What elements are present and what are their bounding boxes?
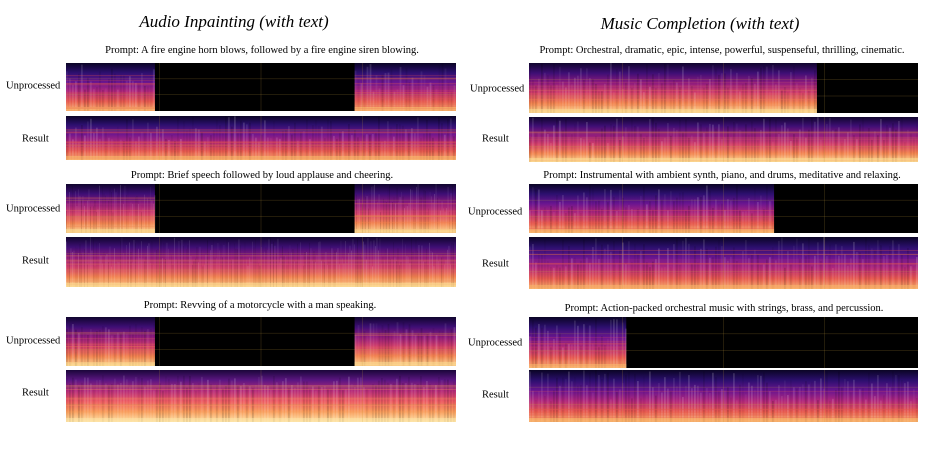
- prompt-text: Prompt: Action-packed orchestral music w…: [564, 303, 884, 314]
- row-label-unprocessed: Unprocessed: [468, 337, 523, 349]
- row-label-unprocessed: Unprocessed: [6, 203, 61, 215]
- spectrogram-energy: [66, 116, 456, 160]
- row-label-result: Result: [482, 389, 509, 401]
- spectrogram-energy: [529, 63, 817, 113]
- row-label-unprocessed: Unprocessed: [6, 80, 61, 92]
- spectrogram-energy: [529, 370, 918, 422]
- row-label-result: Result: [22, 387, 49, 399]
- spectrogram-energy: [529, 237, 918, 289]
- spectrogram-energy: [66, 63, 155, 111]
- spectrogram-energy: [529, 317, 627, 368]
- spectrogram-unprocessed: [529, 63, 918, 113]
- column-title-music-completion: Music Completion (with text): [600, 14, 800, 33]
- spectrogram-energy: [354, 184, 456, 233]
- spectrogram-result: [529, 370, 918, 422]
- spectrogram-energy: [66, 370, 456, 422]
- row-label-result: Result: [22, 133, 49, 145]
- row-label-result: Result: [22, 255, 49, 267]
- spectrogram-energy: [354, 317, 456, 366]
- spectrogram-unprocessed: [66, 317, 456, 366]
- spectrogram-result: [529, 237, 918, 289]
- row-label-unprocessed: Unprocessed: [468, 206, 523, 218]
- spectrogram-energy: [66, 317, 155, 366]
- spectrogram-unprocessed: [66, 184, 456, 233]
- spectrogram-result: [66, 116, 456, 160]
- prompt-text: Prompt: A fire engine horn blows, follow…: [105, 45, 419, 56]
- spectrogram-unprocessed: [529, 317, 918, 368]
- spectrogram-energy: [66, 184, 155, 233]
- prompt-text: Prompt: Brief speech followed by loud ap…: [130, 170, 394, 181]
- prompt-text: Prompt: Orchestral, dramatic, epic, inte…: [539, 45, 905, 56]
- spectrogram-energy: [354, 63, 456, 111]
- spectrogram-energy: [529, 184, 775, 233]
- row-label-result: Result: [482, 258, 509, 270]
- spectrogram-result: [66, 370, 456, 422]
- row-label-result: Result: [482, 133, 509, 145]
- row-label-unprocessed: Unprocessed: [470, 83, 525, 95]
- column-title-audio-inpainting: Audio Inpainting (with text): [139, 12, 329, 31]
- spectrogram-unprocessed: [529, 184, 918, 233]
- row-label-unprocessed: Unprocessed: [6, 335, 61, 347]
- spectrogram-energy: [529, 117, 918, 162]
- spectrogram-result: [66, 237, 456, 287]
- prompt-text: Prompt: Instrumental with ambient synth,…: [543, 170, 901, 181]
- spectrogram-result: [529, 117, 918, 162]
- spectrogram-unprocessed: [66, 63, 456, 111]
- spectrogram-energy: [66, 237, 456, 287]
- prompt-text: Prompt: Revving of a motorcycle with a m…: [143, 300, 377, 311]
